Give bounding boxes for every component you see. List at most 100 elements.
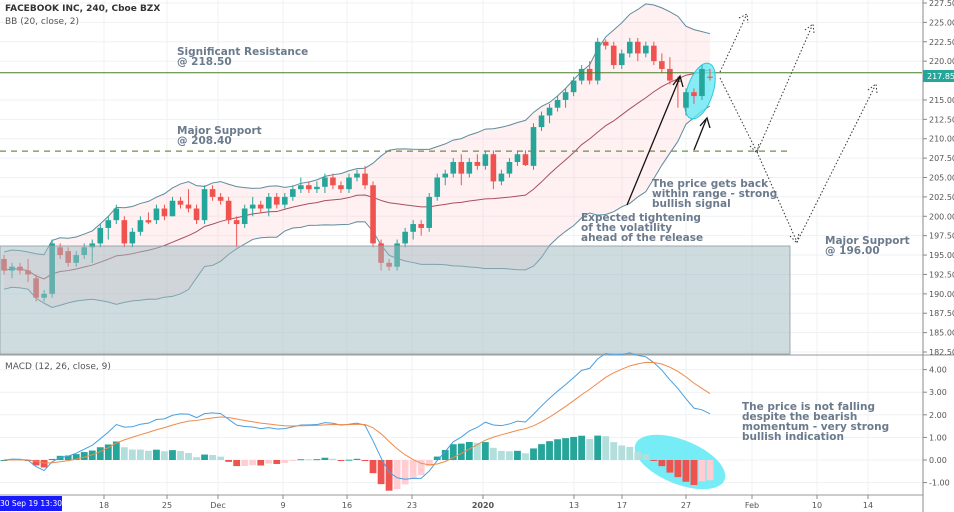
time-tick-label: 9 [280,501,285,510]
macd-histogram-bar [321,457,329,460]
macd-histogram-bar [449,444,457,460]
macd-histogram-bar [473,442,481,460]
macd-histogram-bar [249,460,257,466]
macd-histogram-bar [586,439,594,460]
candle [522,150,529,166]
candle [306,181,312,194]
cursor-date-label: 30 Sep 19 13:30 [0,496,62,511]
price-tick-label: 185.00 [929,329,954,338]
macd-histogram-bar [658,460,666,467]
price-tick-label: 220.00 [929,57,954,66]
candle [707,68,713,81]
candle [610,41,617,69]
macd-histogram-bar [554,439,561,460]
macd-axis[interactable]: 4.00 3.00 2.00 1.00 0.00 -1.00 [923,366,950,488]
candle [667,57,673,85]
candle [354,169,360,182]
candle [466,158,473,178]
macd-histogram-bar [337,460,345,461]
candle [683,88,689,116]
macd-histogram-bar [618,445,626,460]
candle [185,189,192,213]
macd-histogram-bar [393,460,401,490]
candle [290,185,296,201]
time-tick-label: 2020 [472,501,495,510]
macd-histogram-bar [602,436,610,460]
price-tick-label: 200.00 [929,212,954,221]
candle [145,212,152,225]
macd-histogram-bar [72,454,80,460]
macd-histogram-bar [690,460,698,485]
candle [514,150,521,166]
macd-histogram-bar [385,460,393,491]
macd-histogram-bar [433,456,441,460]
candle [659,53,665,73]
macd-histogram-bar [32,460,40,466]
macd-histogram-bar [353,458,361,460]
macd-note: The price is not falling despite the bea… [742,401,890,443]
macd-tick-label: 3.00 [929,388,947,397]
time-tick-label: 27 [681,501,691,510]
time-tick-label: 17 [617,501,627,510]
macd-histogram-bar [682,460,690,482]
candle [257,200,264,213]
price-tick-label: 195.00 [929,251,954,260]
macd-histogram-bar [345,459,353,461]
macd-histogram-bar [305,459,313,461]
macd-histogram-bar [112,441,120,460]
candle [121,216,128,248]
macd-histogram-bar [578,435,586,460]
macd-histogram-bar [377,460,385,485]
price-tick-label: 190.00 [929,290,954,299]
candle [506,158,513,178]
macd-histogram-bar [465,441,473,460]
candle [434,173,441,201]
macd-histogram-bar [104,444,112,460]
time-tick-label: 18 [99,501,109,510]
candle [626,37,633,58]
price-axis[interactable]: 227.50 225.00 222.50 220.00 215.00 212.50 210.… [923,0,954,357]
candle [482,150,489,170]
macd-histogram-bar [64,455,72,460]
candle [265,193,272,217]
candle [554,96,561,112]
price-tick-label: 215.00 [929,96,954,105]
macd-grid [0,369,923,484]
candle [602,39,609,50]
macd-histogram-bar [48,458,56,460]
macd-histogram-bar [329,458,337,460]
candle [370,181,376,248]
price-tick-label: 210.00 [929,135,954,144]
candle [402,227,408,248]
last-price-tag: 217.85 [923,70,954,82]
macd-tick-label: -1.00 [929,479,950,488]
macd-histogram-bar [185,453,192,460]
macd-histogram-bar [161,451,168,460]
time-tick-label: Dec [210,501,225,510]
candle [570,76,577,97]
macd-histogram-bar [225,460,233,462]
time-axis[interactable]: 18 25 Dec 9 16 23 2020 13 17 27 Feb 10 14 [99,495,873,510]
candle [330,173,336,190]
candle [249,196,256,217]
candle [217,193,224,205]
macd-histogram-bar [706,460,714,481]
candle [273,193,280,209]
macd-histogram-bar [441,449,449,460]
price-tick-label: 192.50 [929,270,954,279]
candle [651,41,657,66]
macd-tick-label: 1.00 [929,433,947,442]
annotation-arrows [626,74,711,206]
macd-histogram-bar [409,460,417,479]
candle [458,154,465,186]
time-tick-label: 10 [812,501,822,510]
candle [562,88,569,108]
macd-histogram-bar [425,460,433,467]
macd-tick-label: 2.00 [929,411,947,420]
candle [209,185,216,201]
macd-histogram-bar [241,460,249,466]
macd-legend: MACD (12, 26, close, 9) [5,362,111,372]
candle [450,158,457,178]
candle [225,196,232,225]
